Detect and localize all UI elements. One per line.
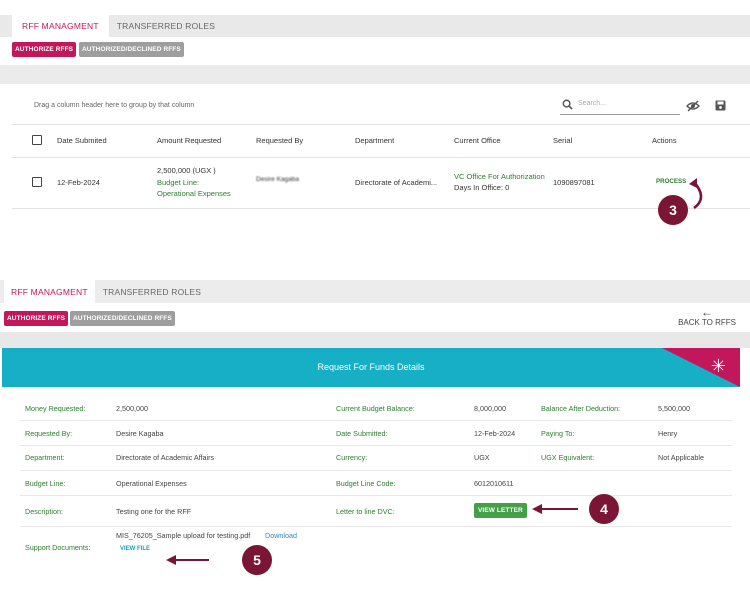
date-submitted-cell: 12-Feb-2024 — [57, 178, 100, 187]
left-arrow-icon — [532, 504, 578, 514]
current-office-cell: VC Office For Authorization — [454, 172, 545, 181]
column-current-office[interactable]: Current Office — [454, 136, 501, 145]
authorized-declined-rffs-button[interactable]: AUTHORIZED/DECLINED RFFS — [79, 42, 184, 57]
date-submitted-label: Date Submitted: — [336, 429, 388, 438]
select-all-checkbox[interactable] — [32, 135, 42, 145]
description-value: Testing one for the RFF — [116, 507, 192, 516]
requested-by-cell: Desire Kagaba — [256, 176, 299, 183]
currency-value: UGX — [474, 453, 490, 462]
amount-cell: 2,500,000 (UGX ) — [157, 166, 216, 175]
column-amount-requested[interactable]: Amount Requested — [157, 136, 222, 145]
step-callout-5: 5 — [242, 545, 272, 575]
support-documents-label: Support Documents: — [25, 543, 91, 552]
department-value: Directorate of Academic Affairs — [116, 453, 215, 462]
back-to-rffs-label: BACK TO RFFS — [678, 318, 736, 327]
divider-band-2 — [0, 332, 750, 348]
column-actions[interactable]: Actions — [652, 136, 677, 145]
department-cell: Directorate of Academi... — [355, 178, 438, 187]
balance-after-deduction-value: 5,500,000 — [658, 404, 690, 413]
department-label: Department: — [25, 453, 65, 462]
money-requested-value: 2,500,000 — [116, 404, 148, 413]
left-arrow-icon — [166, 555, 209, 565]
table-row: 12-Feb-2024 2,500,000 (UGX ) Budget Line… — [12, 156, 750, 209]
authorize-rffs-button[interactable]: AUTHORIZE RFFS — [12, 42, 77, 57]
hide-columns-icon[interactable] — [686, 100, 700, 112]
budget-line-code-label: Budget Line Code: — [336, 479, 396, 488]
authorize-rffs-button[interactable]: AUTHORIZE RFFS — [4, 311, 69, 326]
tab-transferred-roles[interactable]: TRANSFERRED ROLES — [116, 21, 216, 31]
step-callout-4: 4 — [589, 494, 619, 524]
snowflake-icon: ✳ — [710, 356, 726, 376]
budget-line-value: Operational Expenses — [116, 479, 187, 488]
currency-label: Currency: — [336, 453, 368, 462]
detail-row: Money Requested: 2,500,000 Current Budge… — [20, 396, 732, 421]
step-callout-3: 3 — [658, 195, 688, 225]
detail-row: Department: Directorate of Academic Affa… — [20, 445, 732, 471]
detail-row: Description: Testing one for the RFF Let… — [20, 495, 732, 527]
tab-transferred-roles[interactable]: TRANSFERRED ROLES — [102, 286, 202, 297]
date-submitted-value: 12-Feb-2024 — [474, 429, 516, 438]
support-file-name: MIS_76205_Sample upload for testing.pdf — [116, 531, 251, 540]
download-link[interactable]: Download — [265, 531, 297, 540]
balance-after-deduction-label: Balance After Deduction: — [541, 404, 621, 413]
budget-line-value: Operational Expenses — [157, 189, 231, 198]
ugx-equivalent-label: UGX Equivalent: — [541, 453, 595, 462]
view-file-button[interactable]: VIEW FILE — [120, 546, 150, 552]
rff-list-panel: RFF MANAGMENT TRANSFERRED ROLES AUTHORIZ… — [0, 0, 750, 225]
detail-row: Requested By: Desire Kagaba Date Submitt… — [20, 420, 732, 446]
tab-rff-management[interactable]: RFF MANAGMENT — [4, 280, 95, 303]
rff-grid: Drag a column header here to group by th… — [12, 84, 750, 215]
money-requested-label: Money Requested: — [25, 404, 86, 413]
search-icon — [562, 99, 573, 110]
view-letter-button[interactable]: VIEW LETTER — [474, 503, 527, 518]
save-icon[interactable] — [715, 100, 726, 111]
rff-details-panel: RFF MANAGMENT TRANSFERRED ROLES AUTHORIZ… — [0, 280, 750, 591]
budget-line-label: Budget Line: — [157, 178, 200, 187]
budget-line-code-value: 6012010611 — [474, 479, 514, 488]
current-budget-balance-value: 8,000,000 — [474, 404, 506, 413]
table-header: Date Submited Amount Requested Requested… — [12, 124, 750, 158]
column-date-submited[interactable]: Date Submited — [57, 136, 107, 145]
search-input[interactable]: Search... — [578, 100, 607, 107]
tab-bar: RFF MANAGMENT TRANSFERRED ROLES — [0, 15, 750, 37]
process-button[interactable]: PROCESS — [656, 178, 687, 185]
details-header: Request For Funds Details ✳ — [2, 348, 740, 387]
serial-cell: 1090897081 — [553, 178, 595, 187]
request-details-card: Request For Funds Details ✳ Money Reques… — [2, 348, 740, 591]
curved-arrow-icon — [689, 178, 703, 210]
letter-to-line-dvc-label: Letter to line DVC: — [336, 507, 395, 516]
divider-band — [0, 65, 750, 84]
column-requested-by[interactable]: Requested By — [256, 136, 304, 145]
group-by-hint: Drag a column header here to group by th… — [34, 102, 195, 109]
detail-row: Budget Line: Operational Expenses Budget… — [20, 470, 732, 496]
paying-to-label: Paying To: — [541, 429, 575, 438]
budget-line-label: Budget Line: — [25, 479, 66, 488]
header-corner-accent — [662, 348, 740, 387]
paying-to-value: Henry — [658, 429, 678, 438]
days-in-office: Days In Office: 0 — [454, 183, 510, 192]
back-to-rffs-button[interactable]: ← BACK TO RFFS — [678, 306, 736, 327]
current-budget-balance-label: Current Budget Balance: — [336, 404, 415, 413]
requested-by-value: Desire Kagaba — [116, 429, 164, 438]
details-title: Request For Funds Details — [317, 362, 425, 372]
search-box[interactable]: Search... — [560, 96, 680, 115]
requested-by-label: Requested By: — [25, 429, 73, 438]
row-checkbox[interactable] — [32, 177, 42, 187]
button-bar-2: AUTHORIZE RFFS AUTHORIZED/DECLINED RFFS — [0, 303, 750, 332]
column-serial[interactable]: Serial — [553, 136, 573, 145]
tab-bar-2: RFF MANAGMENT TRANSFERRED ROLES — [0, 280, 750, 303]
tab-rff-management[interactable]: RFF MANAGMENT — [12, 15, 109, 37]
ugx-equivalent-value: Not Applicable — [658, 453, 704, 462]
column-department[interactable]: Department — [355, 136, 395, 145]
description-label: Description: — [25, 507, 63, 516]
support-documents-row: Support Documents: MIS_76205_Sample uplo… — [20, 526, 732, 564]
back-arrow-icon: ← — [701, 305, 714, 319]
button-bar: AUTHORIZE RFFS AUTHORIZED/DECLINED RFFS — [0, 37, 750, 65]
authorized-declined-rffs-button[interactable]: AUTHORIZED/DECLINED RFFS — [70, 311, 175, 326]
